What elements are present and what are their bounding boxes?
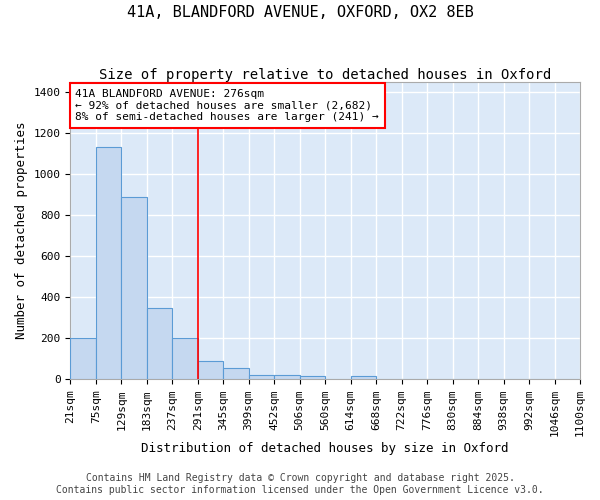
Bar <box>121 196 147 380</box>
Bar <box>70 338 96 380</box>
Bar <box>172 338 198 380</box>
Bar <box>299 376 325 380</box>
Title: Size of property relative to detached houses in Oxford: Size of property relative to detached ho… <box>99 68 551 82</box>
Bar <box>198 361 223 380</box>
Bar <box>147 308 172 380</box>
Bar <box>248 376 274 380</box>
Bar <box>274 376 299 380</box>
Bar <box>223 368 248 380</box>
X-axis label: Distribution of detached houses by size in Oxford: Distribution of detached houses by size … <box>142 442 509 455</box>
Bar <box>96 148 121 380</box>
Text: 41A BLANDFORD AVENUE: 276sqm
← 92% of detached houses are smaller (2,682)
8% of : 41A BLANDFORD AVENUE: 276sqm ← 92% of de… <box>76 89 379 122</box>
Text: Contains HM Land Registry data © Crown copyright and database right 2025.
Contai: Contains HM Land Registry data © Crown c… <box>56 474 544 495</box>
Bar <box>350 376 376 380</box>
Text: 41A, BLANDFORD AVENUE, OXFORD, OX2 8EB: 41A, BLANDFORD AVENUE, OXFORD, OX2 8EB <box>127 5 473 20</box>
Y-axis label: Number of detached properties: Number of detached properties <box>15 122 28 339</box>
